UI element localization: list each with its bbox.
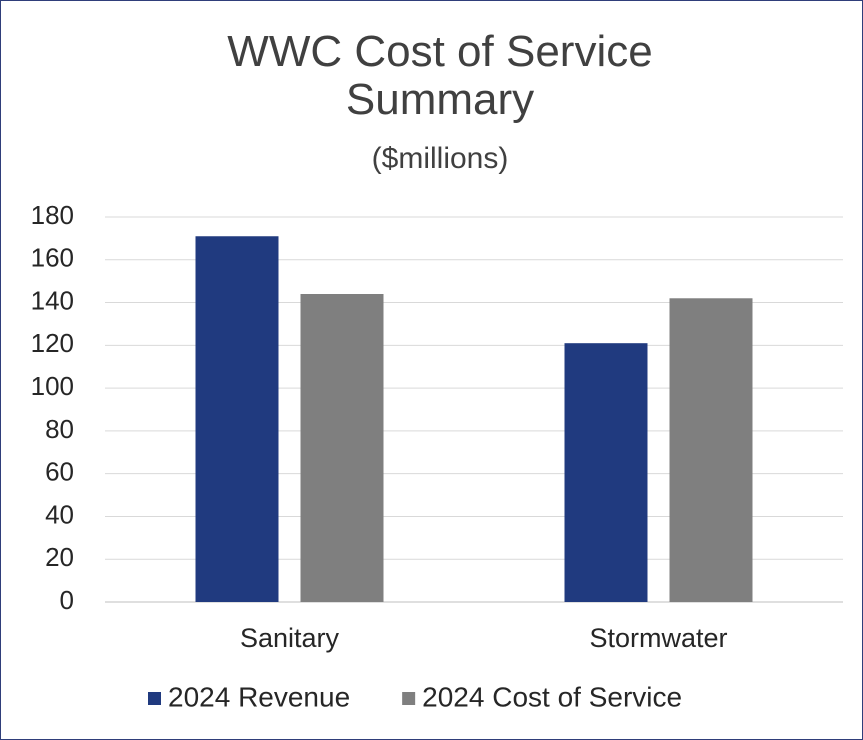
y-tick-label: 180 — [31, 200, 74, 230]
bar — [564, 343, 648, 602]
y-tick-label: 40 — [45, 499, 74, 529]
y-tick-label: 0 — [60, 585, 74, 615]
y-tick-label: 80 — [45, 414, 74, 444]
x-tick-label: Sanitary — [240, 623, 340, 653]
y-tick-label: 60 — [45, 457, 74, 487]
legend-label: 2024 Cost of Service — [422, 681, 682, 712]
y-tick-label: 100 — [31, 371, 74, 401]
legend-label: 2024 Revenue — [168, 681, 350, 712]
chart-title: WWC Cost of Service Summary — [227, 27, 653, 124]
bar — [669, 298, 753, 602]
bar — [195, 236, 279, 602]
chart-subtitle: ($millions) — [371, 142, 509, 175]
bar — [300, 294, 384, 602]
y-tick-label: 20 — [45, 542, 74, 572]
y-tick-label: 160 — [31, 243, 74, 273]
y-tick-label: 120 — [31, 328, 74, 358]
legend-swatch — [402, 692, 416, 705]
legend-swatch — [148, 692, 161, 705]
y-tick-label: 140 — [31, 285, 74, 315]
x-tick-label: Stormwater — [589, 623, 727, 653]
